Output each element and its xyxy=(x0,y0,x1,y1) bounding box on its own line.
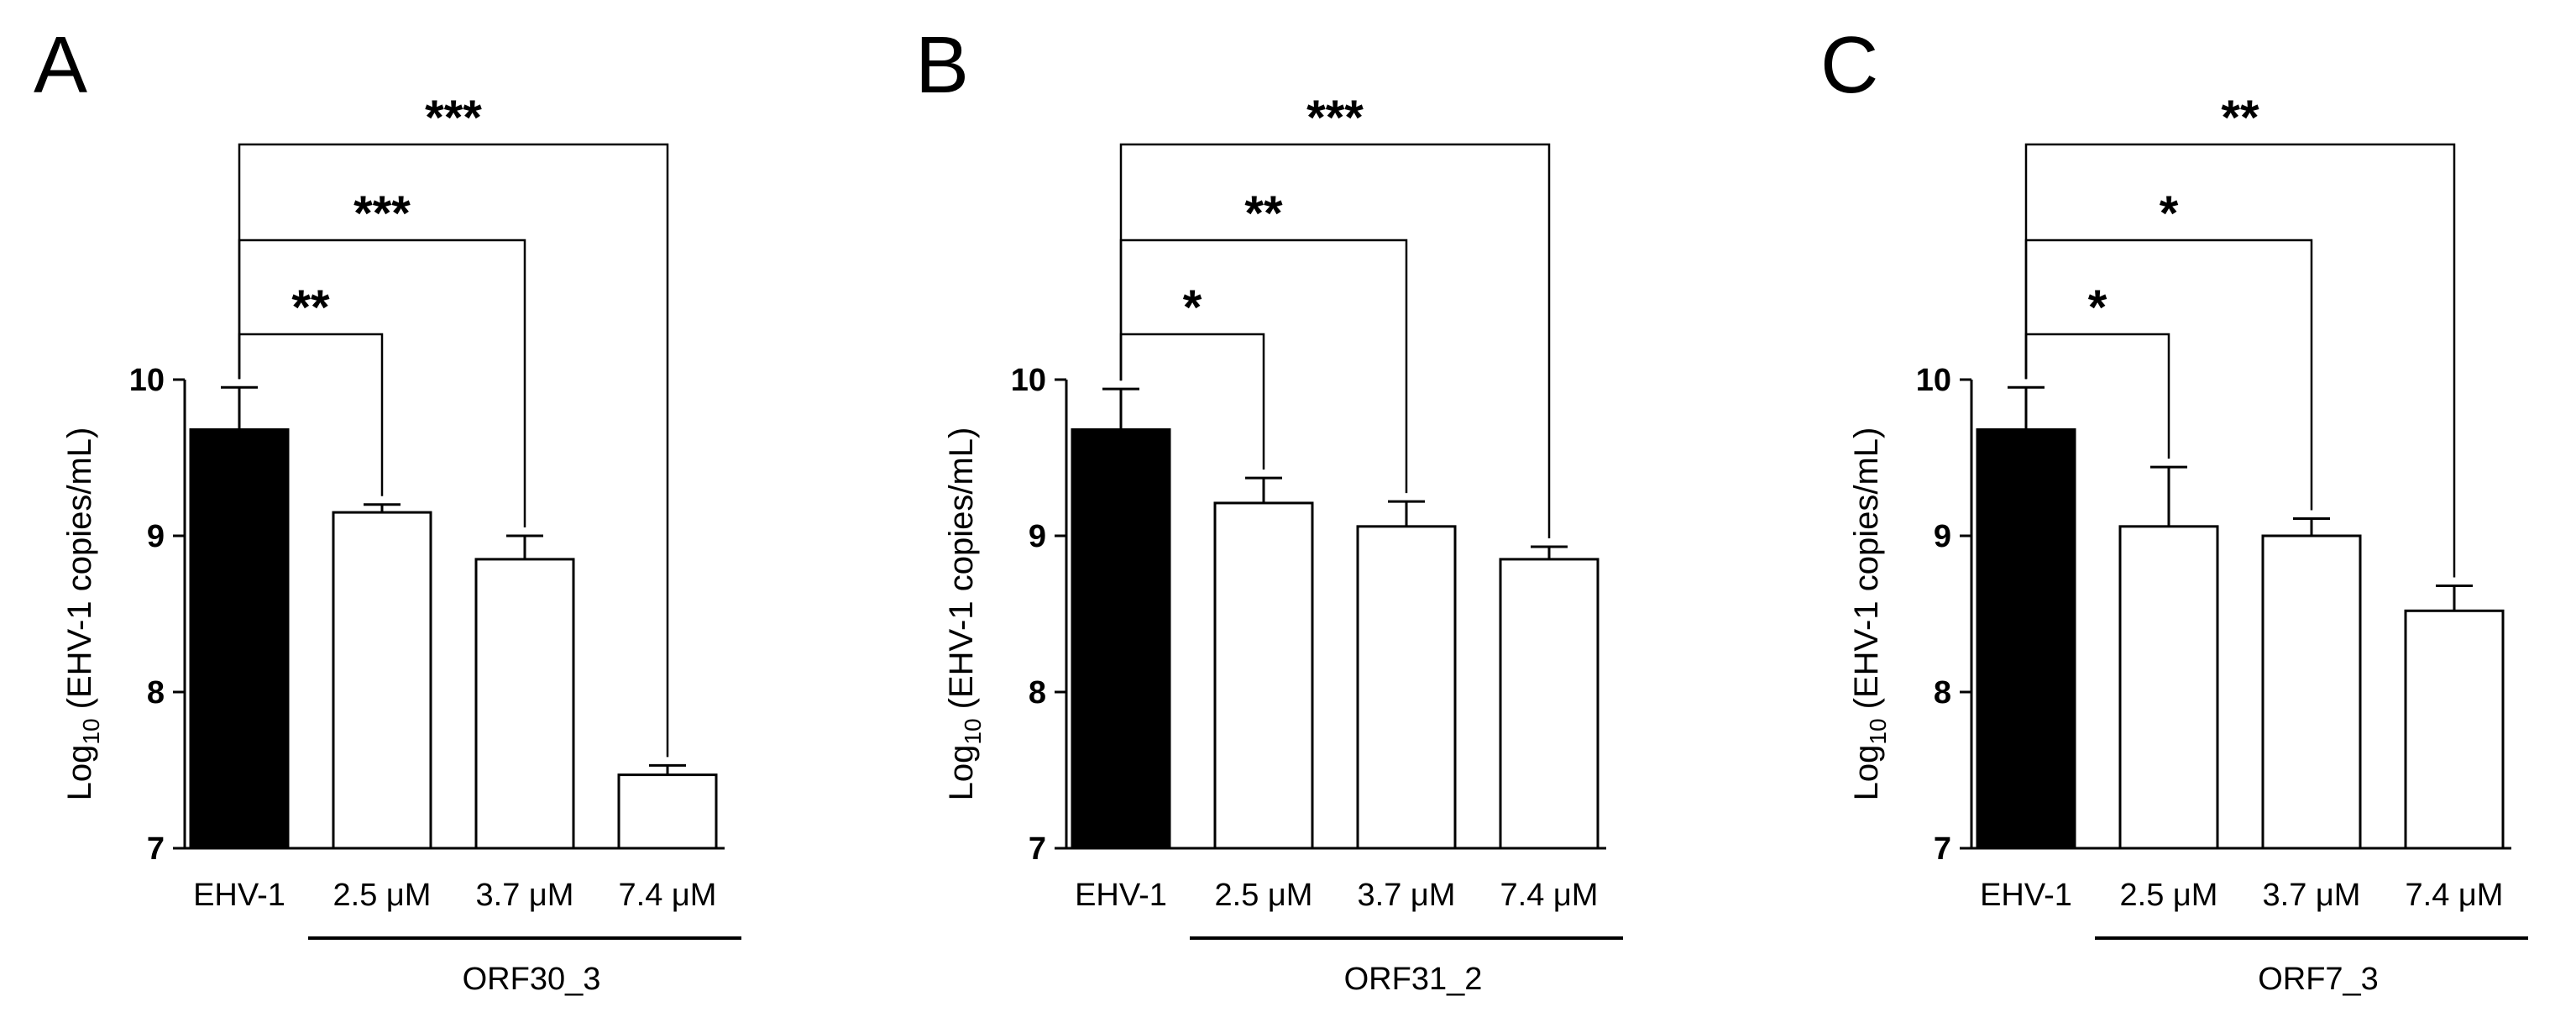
y-tick-label: 9 xyxy=(147,519,165,554)
bar xyxy=(2261,534,2362,850)
category-label: EHV-1 xyxy=(193,878,285,913)
bar xyxy=(332,511,432,850)
bar xyxy=(1071,428,1171,850)
bar xyxy=(1976,428,2076,850)
category-label: 3.7 μM xyxy=(2263,878,2361,913)
significance-label: *** xyxy=(1306,91,1364,145)
y-tick-label: 8 xyxy=(1934,675,1951,710)
significance-label: * xyxy=(2160,186,2179,241)
y-tick-label: 8 xyxy=(147,675,165,710)
y-tick-label: 7 xyxy=(1029,831,1046,867)
y-tick-label: 9 xyxy=(1029,519,1046,554)
category-label: 2.5 μM xyxy=(1215,878,1313,913)
y-axis-label: Log10 (EHV-1 copies/mL) xyxy=(1848,427,1891,801)
y-tick-label: 10 xyxy=(1916,363,1951,398)
category-label: 2.5 μM xyxy=(333,878,432,913)
bar xyxy=(474,558,575,850)
y-tick-label: 7 xyxy=(1934,831,1951,867)
significance-label: * xyxy=(1183,281,1202,335)
significance-label: *** xyxy=(353,186,411,241)
category-label: 7.4 μM xyxy=(619,878,717,913)
chart-panel-a: A 7 8 9 10 Log10 (EHV-1 copies/mL) EHV-1 2.5 μM… xyxy=(34,20,741,997)
y-axis-label: Log10 (EHV-1 copies/mL) xyxy=(943,427,986,801)
category-label: EHV-1 xyxy=(1980,878,2072,913)
panel-letter: C xyxy=(1820,20,1878,110)
group-label: ORF30_3 xyxy=(463,962,601,997)
y-tick-label: 10 xyxy=(1011,363,1046,398)
significance-label: *** xyxy=(425,91,482,145)
group-label: ORF7_3 xyxy=(2258,962,2379,997)
y-axis-label: Log10 (EHV-1 copies/mL) xyxy=(61,427,104,801)
bar xyxy=(617,773,718,850)
category-label: EHV-1 xyxy=(1075,878,1167,913)
category-label: 7.4 μM xyxy=(2406,878,2504,913)
group-label: ORF31_2 xyxy=(1344,962,1483,997)
significance-label: * xyxy=(2088,281,2107,335)
bar xyxy=(1213,501,1314,850)
significance-label: ** xyxy=(291,281,330,335)
significance-label: ** xyxy=(1244,186,1283,241)
bar xyxy=(1499,558,1600,850)
bar xyxy=(2404,609,2505,850)
chart-panel-c: C 7 8 9 10 Log10 (EHV-1 copies/mL) EHV-1 2.5 μM… xyxy=(1820,20,2528,997)
y-tick-label: 8 xyxy=(1029,675,1046,710)
significance-bracket xyxy=(238,143,669,758)
bar xyxy=(2118,525,2219,850)
bar xyxy=(1356,525,1457,850)
significance-bracket xyxy=(2024,143,2456,578)
bar xyxy=(189,428,290,850)
category-label: 7.4 μM xyxy=(1500,878,1599,913)
category-label: 3.7 μM xyxy=(1358,878,1456,913)
y-tick-label: 10 xyxy=(129,363,165,398)
y-tick-label: 7 xyxy=(147,831,165,867)
chart-panel-b: B 7 8 9 10 Log10 (EHV-1 copies/mL) EHV-1 2.5 μM… xyxy=(915,20,1623,997)
panel-letter: A xyxy=(34,20,87,110)
category-label: 2.5 μM xyxy=(2120,878,2218,913)
panel-letter: B xyxy=(915,20,969,110)
category-label: 3.7 μM xyxy=(476,878,574,913)
significance-bracket xyxy=(1119,143,1551,539)
significance-label: ** xyxy=(2221,91,2259,145)
y-tick-label: 9 xyxy=(1934,519,1951,554)
